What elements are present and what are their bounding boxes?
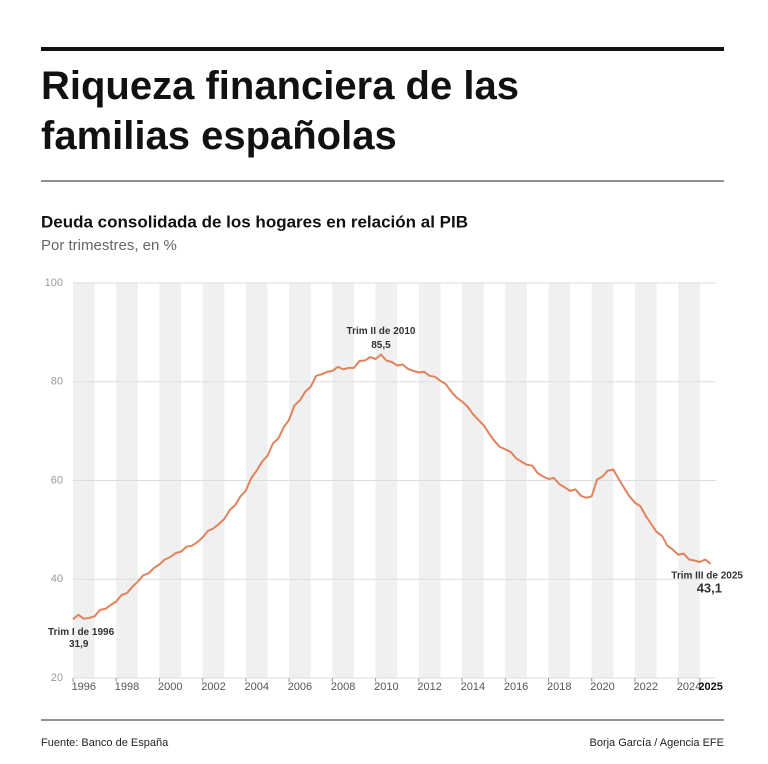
x-tick-label: 2004 — [244, 681, 268, 693]
credit: Borja García / Agencia EFE — [589, 737, 724, 749]
annotation: Trim II de 2010 — [347, 326, 416, 337]
x-tick-label: 2006 — [288, 681, 312, 693]
x-tick-label: 2012 — [417, 681, 441, 693]
chart-title: Deuda consolidada de los hogares en rela… — [41, 212, 468, 231]
y-tick-label: 80 — [51, 376, 63, 388]
x-tick-label: 2018 — [547, 681, 571, 693]
value-label: 31,9 — [69, 639, 89, 650]
x-tick-label: 2025 — [698, 681, 722, 693]
x-tick-label: 2014 — [461, 681, 485, 693]
value-label: 43,1 — [697, 580, 722, 595]
top-rule — [41, 47, 724, 51]
plot: 20 40 60 80 100 1996 1998 2000 2002 2004 2006 2008 2… — [45, 277, 744, 693]
chart-subtitle: Por trimestres, en % — [41, 237, 177, 254]
y-tick-label: 20 — [51, 672, 63, 684]
data-line — [72, 353, 712, 620]
y-tick-label: 100 — [45, 277, 63, 289]
annotation: Trim III de 2025 — [671, 571, 743, 582]
value-label: 85,5 — [371, 340, 391, 351]
page-title: Riqueza financiera de las familias españo… — [41, 64, 519, 158]
x-tick-label: 1996 — [72, 681, 96, 693]
x-tick-label: 2008 — [331, 681, 355, 693]
x-tick-label: 2024 — [677, 681, 701, 693]
x-tick-label: 2000 — [158, 681, 182, 693]
annotation: Trim I de 1996 — [48, 627, 115, 638]
x-tick-label: 2016 — [504, 681, 528, 693]
x-tick-label: 2010 — [374, 681, 398, 693]
x-tick-label: 2022 — [634, 681, 658, 693]
x-tick-label: 2020 — [590, 681, 614, 693]
x-tick-label: 2002 — [201, 681, 225, 693]
y-tick-label: 60 — [51, 474, 63, 486]
y-tick-label: 40 — [51, 573, 63, 585]
source: Fuente: Banco de España — [41, 737, 169, 749]
x-tick-label: 1998 — [115, 681, 139, 693]
